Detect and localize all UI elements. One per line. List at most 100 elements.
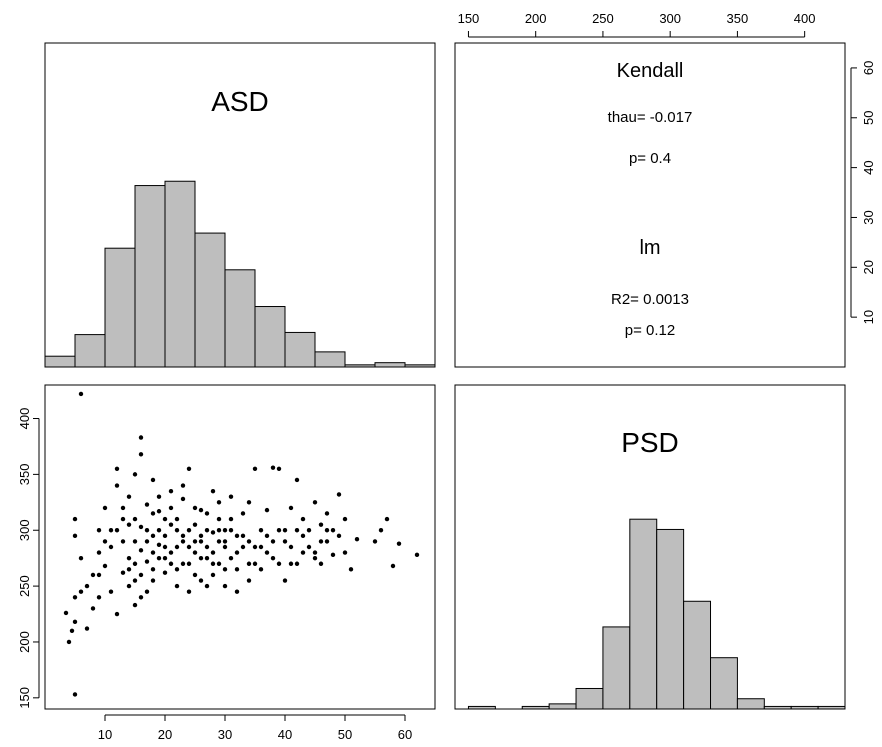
scatter-points	[63, 391, 420, 697]
scatter-point	[330, 552, 336, 558]
scatter-point	[126, 522, 132, 527]
scatter-point	[114, 483, 120, 488]
scatter-point	[252, 466, 258, 471]
scatter-point	[246, 539, 252, 544]
scatter-point	[180, 496, 186, 502]
psd-title: PSD	[621, 427, 679, 458]
scatter-point	[312, 555, 318, 561]
scatter-point	[396, 541, 402, 546]
scatter-point	[324, 539, 330, 544]
scatter-point	[222, 544, 228, 550]
scatter-point	[318, 539, 324, 544]
scatter-point	[228, 528, 234, 533]
scatter-point	[216, 561, 222, 566]
asd-bar	[134, 185, 166, 368]
psd-bar	[629, 518, 658, 710]
scatter-point	[138, 595, 144, 600]
scatter-point	[198, 533, 204, 539]
scatter-point	[264, 533, 270, 539]
y-tick-label: 300	[17, 519, 32, 541]
scatter-point	[144, 559, 150, 564]
top-tick-label: 200	[525, 11, 547, 26]
scatter-point	[90, 572, 96, 578]
scatter-point	[156, 509, 162, 514]
scatter-point	[150, 578, 156, 583]
scatter-point	[150, 511, 156, 516]
scatter-point	[66, 639, 72, 645]
scatter-point	[210, 572, 216, 578]
scatter-point	[276, 528, 282, 533]
scatter-point	[138, 435, 144, 440]
scatter-point	[186, 589, 192, 594]
scatter-point	[204, 528, 210, 533]
scatter-point	[264, 550, 270, 555]
scatter-point	[276, 561, 282, 566]
scatter-point	[258, 567, 264, 572]
scatter-point	[174, 544, 180, 550]
x-tick-label: 40	[278, 727, 292, 742]
scatter-point	[234, 550, 240, 555]
scatter-point	[138, 572, 144, 578]
kendall-p: p= 0.4	[629, 150, 671, 167]
scatter-point	[96, 595, 102, 600]
scatter-point	[270, 555, 276, 561]
kendall-thau: thau= -0.017	[608, 109, 693, 126]
scatter-point	[156, 494, 162, 499]
scatter-point	[78, 391, 84, 397]
psd-bar	[736, 698, 765, 710]
scatter-point	[168, 488, 174, 494]
scatter-point	[384, 516, 390, 522]
lm-p: p= 0.12	[625, 322, 675, 339]
scatter-point	[336, 492, 342, 497]
scatter-point	[144, 528, 150, 533]
asd-bar	[44, 355, 76, 368]
scatter-point	[336, 533, 342, 539]
scatter-point	[72, 595, 78, 600]
right-tick-label: 20	[861, 260, 876, 274]
panel-scatter-frame	[44, 384, 436, 710]
axes: 10 20 30 40 50 60 150 200 250 300 350 400 150 200 250 3…	[17, 11, 876, 742]
scatter-point	[228, 555, 234, 561]
y-tick-label: 250	[17, 575, 32, 597]
scatter-point	[306, 528, 312, 533]
scatter-point	[174, 567, 180, 572]
scatter-point	[192, 505, 198, 511]
scatter-point	[150, 533, 156, 539]
scatter-point	[222, 567, 228, 572]
scatter-point	[372, 539, 378, 544]
psd-bar	[683, 600, 712, 710]
scatter-point	[156, 528, 162, 533]
scatter-point	[150, 477, 156, 483]
psd-bar	[548, 703, 577, 710]
scatter-point	[132, 472, 138, 477]
scatter-point	[144, 589, 150, 594]
scatter-point	[234, 589, 240, 594]
scatter-point	[120, 539, 126, 544]
x-tick-label: 60	[398, 727, 412, 742]
top-tick-label: 300	[659, 11, 681, 26]
scatter-point	[414, 552, 420, 558]
y-tick-label: 150	[17, 687, 32, 709]
asd-bar	[374, 362, 406, 368]
scatter-point	[180, 539, 186, 544]
scatter-point	[144, 539, 150, 544]
scatter-point	[318, 522, 324, 527]
scatter-point	[306, 544, 312, 550]
scatter-point	[72, 533, 78, 539]
psd-bar	[575, 687, 604, 710]
scatter-point	[240, 544, 246, 550]
scatter-point	[180, 483, 186, 488]
scatter-point	[294, 561, 300, 566]
right-tick-label: 10	[861, 310, 876, 324]
lm-r2: R2= 0.0013	[611, 291, 689, 308]
asd-bar	[344, 364, 376, 368]
scatter-point	[276, 466, 282, 471]
scatter-point	[120, 505, 126, 511]
scatter-point	[132, 602, 138, 608]
scatter-point	[216, 516, 222, 522]
asd-bar	[74, 334, 106, 368]
scatter-point	[228, 494, 234, 499]
scatter-point	[198, 507, 204, 513]
scatter-point	[222, 539, 228, 544]
